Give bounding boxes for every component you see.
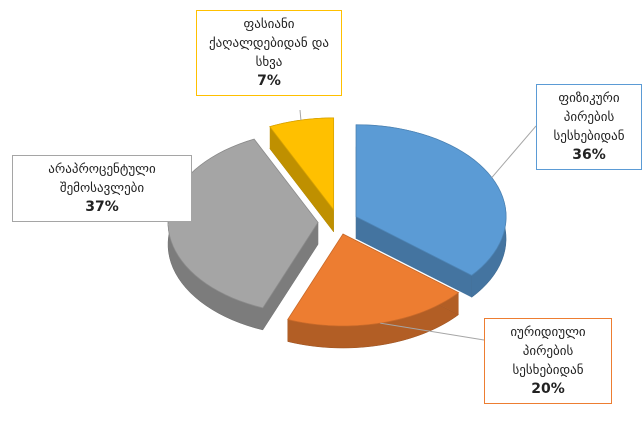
category-label: იურიდიული პირების სესხებიდან bbox=[510, 325, 586, 378]
category-label: არაპროცენტული შემოსავლები bbox=[48, 162, 156, 196]
value-label: 37% bbox=[85, 199, 119, 215]
leader-line bbox=[491, 125, 537, 178]
data-label: არაპროცენტული შემოსავლები 37% bbox=[12, 155, 192, 222]
leader-line bbox=[299, 109, 302, 121]
category-label: ფასიანი ქაღალდებიდან და სხვა bbox=[208, 17, 329, 70]
data-label: ფიზიკური პირების სესხებიდან 36% bbox=[536, 84, 642, 170]
slice-side bbox=[262, 222, 319, 330]
data-label: ფასიანი ქაღალდებიდან და სხვა 7% bbox=[196, 10, 342, 96]
value-label: 20% bbox=[531, 381, 565, 397]
value-label: 7% bbox=[257, 73, 281, 89]
category-label: ფიზიკური პირების სესხებიდან bbox=[553, 91, 625, 144]
slice-side bbox=[356, 216, 472, 298]
value-label: 36% bbox=[572, 147, 606, 163]
slice-side bbox=[269, 126, 334, 232]
data-label: იურიდიული პირების სესხებიდან 20% bbox=[484, 318, 612, 404]
leader-line bbox=[380, 322, 485, 341]
slice bbox=[287, 233, 460, 327]
